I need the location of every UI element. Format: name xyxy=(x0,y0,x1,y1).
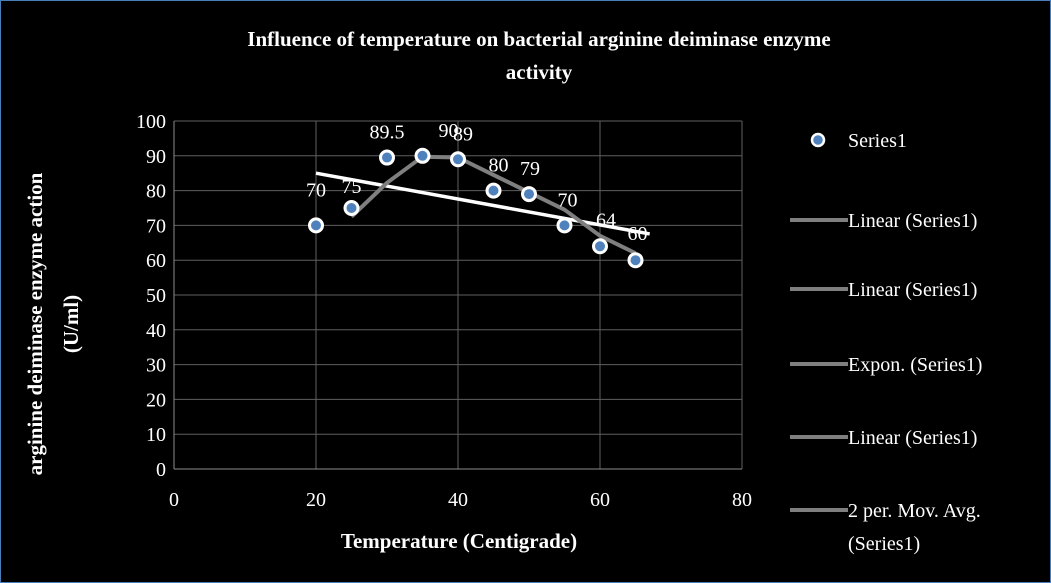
data-point xyxy=(592,238,608,255)
y-tick-label: 30 xyxy=(146,355,166,377)
data-label: 70 xyxy=(306,179,326,201)
gridlines xyxy=(173,120,743,470)
data-label: 70 xyxy=(558,189,578,211)
y-tick-label: 100 xyxy=(136,111,166,133)
y-tick-label: 10 xyxy=(146,424,166,446)
y-axis-title-line-1: arginine deiminase enzyme action xyxy=(23,172,47,475)
chart-title-line-1: Influence of temperature on bacterial ar… xyxy=(247,27,830,51)
axes xyxy=(173,121,742,470)
trendlines xyxy=(315,154,651,255)
legend-label-expon: Expon. (Series1) xyxy=(848,354,982,376)
data-point xyxy=(308,217,324,234)
data-point xyxy=(450,151,466,168)
legend-marker-series1 xyxy=(810,132,826,148)
data-point xyxy=(379,149,395,166)
legend-label-moving-average-line-1: 2 per. Mov. Avg. xyxy=(848,500,981,522)
data-point xyxy=(627,252,644,269)
x-tick-label: 60 xyxy=(590,489,610,511)
linear-trendline xyxy=(315,171,651,236)
data-label: 89 xyxy=(453,123,473,145)
legend: Series1 Linear (Series1) Linear (Series1… xyxy=(790,130,982,555)
data-label: 80 xyxy=(489,155,509,177)
data-points xyxy=(308,147,644,269)
y-tick-label: 20 xyxy=(146,389,166,411)
x-tick-label: 80 xyxy=(732,489,752,511)
data-label: 89.5 xyxy=(370,122,405,144)
chart-title-line-2: activity xyxy=(506,60,573,84)
x-axis-title: Temperature (Centigrade) xyxy=(341,529,577,553)
data-label: 90 xyxy=(439,120,459,142)
y-tick-label: 40 xyxy=(146,320,166,342)
data-label: 79 xyxy=(520,158,540,180)
y-tick-label: 60 xyxy=(146,250,166,272)
legend-label-moving-average-line-2: (Series1) xyxy=(848,533,920,555)
legend-label-series1: Series1 xyxy=(848,130,907,152)
x-tick-label: 20 xyxy=(306,489,326,511)
y-tick-label: 0 xyxy=(156,459,166,481)
y-axis-title-line-2: (U/ml) xyxy=(59,295,83,353)
x-tick-label: 40 xyxy=(448,489,468,511)
moving-average-trendline xyxy=(350,154,637,255)
y-tick-label: 90 xyxy=(146,146,166,168)
data-point xyxy=(521,186,537,203)
data-label: 60 xyxy=(628,223,648,245)
y-tick-label: 50 xyxy=(146,285,166,307)
data-label: 64 xyxy=(596,209,616,231)
x-tick-label: 0 xyxy=(169,489,179,511)
y-tick-label: 70 xyxy=(146,215,166,237)
tick-labels: 0 10 20 30 40 50 60 70 80 90 100 0 20 40 60 80 xyxy=(136,111,752,511)
legend-label-linear-2: Linear (Series1) xyxy=(848,279,977,301)
data-label: 75 xyxy=(342,176,362,198)
legend-label-linear-3: Linear (Series1) xyxy=(848,427,977,449)
y-tick-label: 80 xyxy=(146,181,166,203)
data-point xyxy=(414,147,431,164)
legend-label-linear-1: Linear (Series1) xyxy=(848,210,977,232)
data-point xyxy=(556,217,573,234)
data-point xyxy=(343,200,360,216)
data-point xyxy=(485,182,502,199)
